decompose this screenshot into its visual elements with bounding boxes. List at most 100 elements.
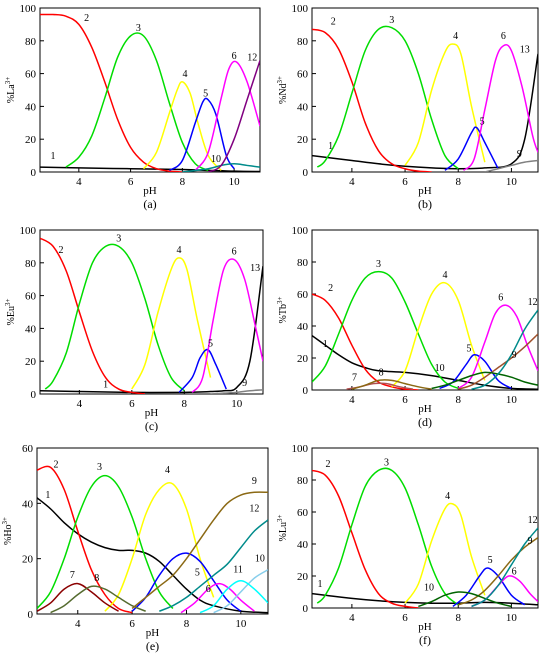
y-tick-label: 60 [25, 69, 37, 81]
plot-frame [36, 447, 269, 615]
x-tick-label: 10 [235, 618, 247, 630]
x-tick-label: 10 [231, 398, 243, 410]
y-axis-label: %Eu3+ [4, 299, 17, 326]
curve-label: 2 [58, 245, 63, 256]
series-line-9 [210, 389, 263, 394]
curve-label: 9 [528, 536, 533, 547]
panel-caption: (c) [145, 419, 158, 433]
x-tick-label: 4 [76, 176, 82, 188]
series-line-5 [178, 348, 227, 393]
y-tick-label: 60 [25, 291, 37, 303]
y-tick-label: 100 [20, 3, 37, 15]
x-tick-label: 4 [77, 398, 83, 410]
curve-label: 6 [501, 31, 506, 42]
curve-label: 7 [352, 372, 357, 383]
curve-label: 10 [255, 553, 265, 564]
panel-caption: (e) [146, 639, 159, 653]
series-line-3 [316, 25, 459, 170]
curve-label: 4 [177, 245, 182, 256]
series-line-3 [44, 243, 185, 392]
curve-label: 4 [442, 270, 447, 281]
series-line-12 [471, 309, 538, 390]
y-tick-label: 0 [303, 385, 309, 397]
x-axis-label: pH [145, 407, 159, 419]
series-line-5 [452, 567, 526, 607]
series-line-4 [404, 43, 486, 166]
y-tick-label: 40 [25, 323, 37, 335]
series-group [40, 237, 263, 394]
x-axis-label: pH [418, 185, 432, 197]
curve-label: 5 [195, 567, 200, 578]
y-tick-label: 100 [20, 225, 37, 237]
curve-label: 5 [466, 344, 471, 355]
series-line-11 [199, 580, 268, 614]
curve-label: 10 [424, 582, 434, 593]
series-line-9 [457, 536, 538, 606]
curve-label: 3 [116, 233, 121, 244]
x-tick-label: 8 [455, 612, 461, 624]
panel-caption: (b) [418, 197, 432, 211]
series-line-4 [391, 281, 486, 388]
series-group [37, 465, 268, 614]
curve-label: 5 [480, 116, 485, 127]
series-line-10 [418, 591, 512, 608]
y-tick-label: 100 [292, 443, 309, 455]
x-tick-label: 8 [455, 176, 461, 188]
x-tick-label: 8 [182, 398, 188, 410]
x-axis-label: pH [143, 185, 157, 197]
x-tick-label: 6 [402, 612, 408, 624]
y-tick-label: 20 [297, 353, 309, 365]
series-line-5 [168, 97, 235, 172]
curve-label: 12 [528, 297, 538, 308]
y-axis-label: %Tb3+ [276, 297, 289, 324]
series-line-1 [37, 497, 268, 614]
series-line-3 [316, 467, 459, 606]
y-tick-label: 80 [297, 475, 309, 487]
x-tick-label: 6 [128, 176, 134, 188]
curve-label: 1 [50, 151, 55, 162]
curve-label: 13 [520, 44, 530, 55]
x-tick-label: 10 [229, 176, 241, 188]
y-tick-label: 60 [22, 443, 34, 455]
curve-label: 4 [182, 69, 187, 80]
x-tick-label: 4 [349, 612, 355, 624]
curve-label: 9 [512, 350, 517, 361]
series-group [40, 13, 260, 172]
y-tick-label: 60 [297, 507, 309, 519]
curve-label: 2 [325, 459, 330, 470]
series-group [312, 270, 538, 390]
x-tick-label: 4 [349, 394, 355, 406]
curve-label: 1 [328, 141, 333, 152]
series-line-4 [404, 502, 486, 604]
curve-label: 5 [488, 555, 493, 566]
y-tick-label: 40 [22, 498, 34, 510]
y-tick-label: 80 [25, 258, 37, 270]
series-line-2 [312, 469, 419, 608]
curve-label: 4 [453, 31, 458, 42]
series-line-6 [194, 60, 260, 171]
series-line-1 [312, 592, 538, 606]
curve-label: 8 [379, 368, 384, 379]
y-tick-label: 0 [28, 609, 34, 621]
series-line-10 [213, 569, 268, 614]
y-tick-label: 20 [25, 134, 37, 146]
curve-label: 12 [528, 515, 538, 526]
y-tick-label: 20 [25, 356, 37, 368]
series-line-2 [37, 465, 133, 614]
curve-label: 6 [232, 247, 237, 258]
series-line-12 [471, 527, 538, 608]
x-tick-label: 6 [402, 176, 408, 188]
series-line-3 [312, 270, 459, 390]
series-line-8 [351, 379, 432, 390]
curve-label: 6 [512, 566, 517, 577]
plot-frame [39, 7, 261, 173]
curve-label: 2 [84, 13, 89, 24]
curve-label: 3 [97, 462, 102, 473]
y-tick-label: 20 [22, 554, 34, 566]
y-tick-label: 0 [31, 167, 37, 179]
